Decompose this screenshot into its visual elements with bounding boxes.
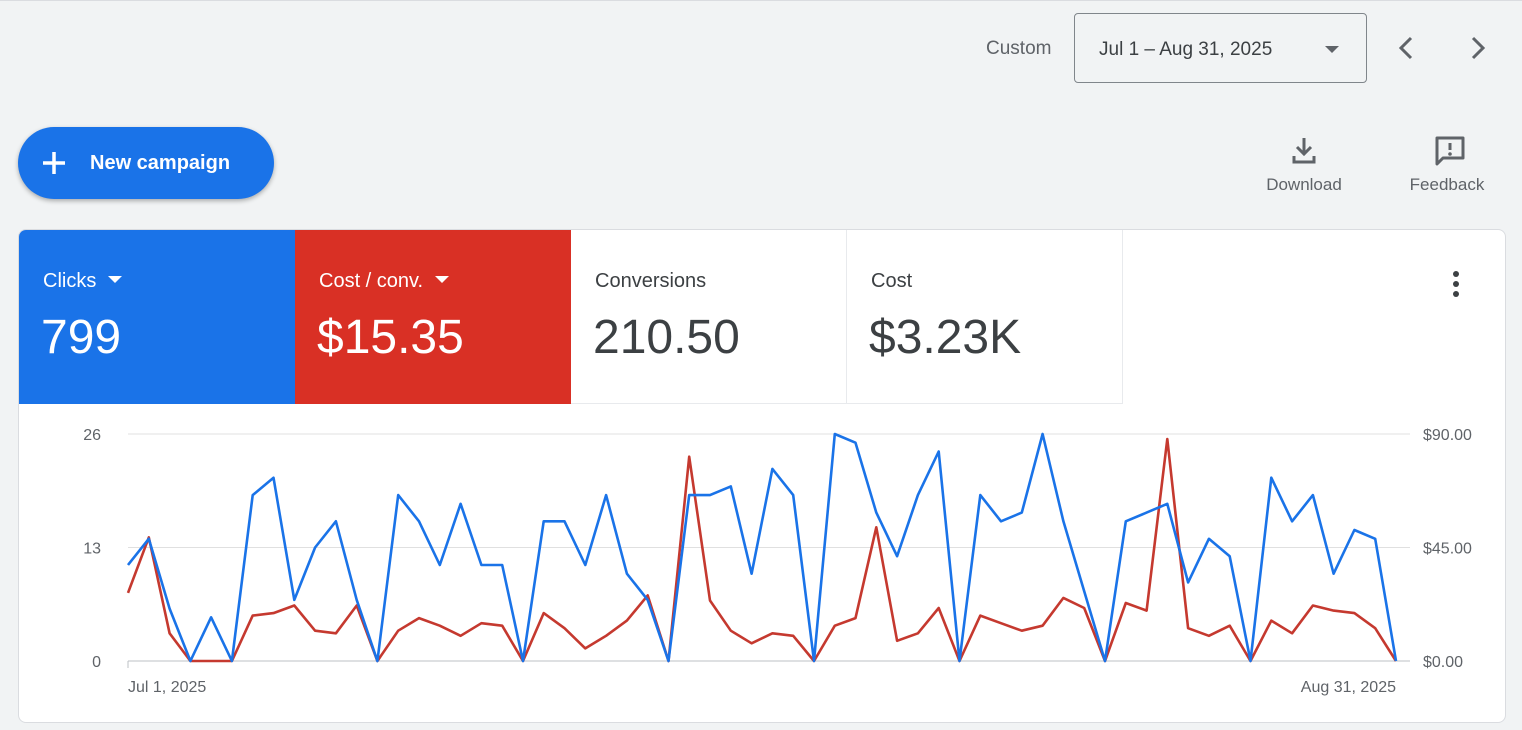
left-axis-tick-label: 26 [83, 427, 101, 444]
metric-cost-per-conv-label: Cost / conv. [319, 270, 424, 292]
chart-ticks: 0 $0.00 13 $45.00 26 $90.00 Jul 1, 2025 Aug 31,… [83, 427, 1472, 696]
download-button[interactable]: Download [1254, 130, 1354, 200]
date-range-type-label: Custom [986, 38, 1052, 59]
right-axis-tick-label: $90.00 [1423, 427, 1472, 444]
dropdown-caret-icon [108, 276, 123, 284]
chart-series [126, 432, 1398, 663]
metric-cost-per-conv[interactable]: Cost / conv. $15.35 [295, 230, 571, 404]
left-axis-tick-label: 13 [83, 541, 101, 558]
dropdown-caret-icon [1325, 46, 1339, 53]
chevron-left-icon [1398, 36, 1413, 60]
clicks-series-line [126, 432, 1398, 663]
dropdown-caret-icon [435, 276, 450, 284]
performance-card: Clicks 799 Cost / conv. $15.35 Conversio… [18, 229, 1506, 723]
right-axis-tick-label: $0.00 [1423, 654, 1463, 671]
x-axis-start-label: Jul 1, 2025 [128, 679, 206, 696]
chevron-right-icon [1471, 36, 1486, 60]
plus-icon [43, 152, 65, 174]
cost-per-conv-series-line [126, 437, 1398, 663]
metric-cost-per-conv-value: $15.35 [317, 311, 464, 364]
more-vert-icon [1453, 271, 1459, 297]
metric-cost[interactable]: Cost $3.23K [847, 230, 1123, 404]
date-range-value: Jul 1 – Aug 31, 2025 [1099, 39, 1273, 60]
feedback-icon [1435, 136, 1465, 166]
metric-conversions-value: 210.50 [593, 311, 740, 364]
metric-clicks[interactable]: Clicks 799 [19, 230, 295, 404]
date-range-select[interactable]: Jul 1 – Aug 31, 2025 [1074, 13, 1367, 83]
metric-cost-label: Cost [871, 270, 913, 292]
previous-period-button[interactable] [1389, 30, 1425, 66]
metric-conversions-label: Conversions [595, 270, 707, 292]
new-campaign-label: New campaign [90, 152, 231, 174]
metric-cost-value: $3.23K [869, 311, 1022, 364]
metric-clicks-value: 799 [41, 311, 122, 364]
right-axis-tick-label: $45.00 [1423, 541, 1472, 558]
download-icon [1292, 138, 1316, 164]
feedback-label: Feedback [1409, 175, 1485, 194]
feedback-button[interactable]: Feedback [1397, 130, 1497, 200]
new-campaign-button[interactable]: New campaign [18, 127, 274, 199]
top-divider [0, 0, 1522, 1]
left-axis-tick-label: 0 [92, 654, 101, 671]
more-options-button[interactable] [1443, 266, 1469, 302]
metric-clicks-label: Clicks [43, 270, 97, 292]
x-axis-end-label: Aug 31, 2025 [1301, 679, 1396, 696]
performance-chart: 0 $0.00 13 $45.00 26 $90.00 Jul 1, 2025 Aug 31,… [83, 427, 1472, 696]
metric-conversions[interactable]: Conversions 210.50 [571, 230, 847, 404]
next-period-button[interactable] [1460, 30, 1496, 66]
download-label: Download [1266, 175, 1342, 194]
